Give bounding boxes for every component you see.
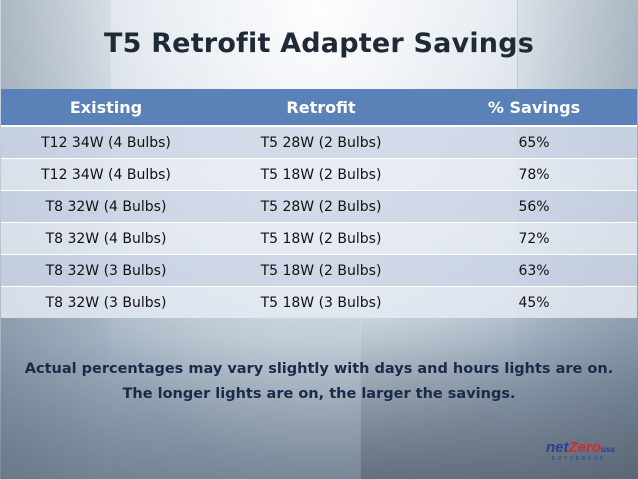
table-row: T8 32W (4 Bulbs) T5 18W (2 Bulbs) 72%	[1, 222, 637, 255]
cell-existing: T8 32W (3 Bulbs)	[1, 254, 211, 287]
column-header-savings: % Savings	[431, 89, 637, 127]
logo-part-net: net	[546, 439, 569, 456]
logo-part-zero: Zero	[568, 439, 602, 456]
cell-retrofit: T5 18W (3 Bulbs)	[211, 286, 431, 318]
logo-part-usa: usa	[601, 445, 615, 454]
cell-retrofit: T5 18W (2 Bulbs)	[211, 158, 431, 191]
logo-tagline: FOTVERSUP	[552, 456, 606, 462]
slide-title: T5 Retrofit Adapter Savings	[103, 28, 535, 59]
cell-retrofit: T5 18W (2 Bulbs)	[211, 222, 431, 255]
note-line-1: Actual percentages may vary slightly wit…	[24, 361, 614, 377]
table-row: T8 32W (3 Bulbs) T5 18W (3 Bulbs) 45%	[1, 286, 637, 318]
cell-savings: 63%	[431, 254, 637, 287]
background-ground-shade	[0, 340, 638, 479]
cell-existing: T8 32W (4 Bulbs)	[1, 190, 211, 223]
cell-savings: 56%	[431, 190, 637, 223]
cell-existing: T8 32W (3 Bulbs)	[1, 286, 211, 318]
cell-existing: T8 32W (4 Bulbs)	[1, 222, 211, 255]
cell-savings: 65%	[431, 125, 637, 159]
cell-savings: 72%	[431, 222, 637, 255]
note-line-2: The longer lights are on, the larger the…	[122, 386, 516, 402]
table-row: T12 34W (4 Bulbs) T5 28W (2 Bulbs) 65%	[1, 125, 637, 159]
background-building-bottom	[360, 320, 638, 479]
cell-savings: 78%	[431, 158, 637, 191]
savings-table: Existing Retrofit % Savings T12 34W (4 B…	[1, 89, 637, 318]
column-header-existing: Existing	[1, 89, 211, 127]
cell-savings: 45%	[431, 286, 637, 318]
cell-retrofit: T5 28W (2 Bulbs)	[211, 125, 431, 159]
column-header-retrofit: Retrofit	[211, 89, 431, 127]
table-row: T8 32W (4 Bulbs) T5 28W (2 Bulbs) 56%	[1, 190, 637, 223]
cell-existing: T12 34W (4 Bulbs)	[1, 158, 211, 191]
cell-retrofit: T5 28W (2 Bulbs)	[211, 190, 431, 223]
logo-wordmark: netZerousa	[546, 439, 615, 456]
table-row: T8 32W (3 Bulbs) T5 18W (2 Bulbs) 63%	[1, 254, 637, 287]
netzero-logo: netZerousa FOTVERSUP	[546, 439, 630, 465]
cell-retrofit: T5 18W (2 Bulbs)	[211, 254, 431, 287]
table-row: T12 34W (4 Bulbs) T5 18W (2 Bulbs) 78%	[1, 158, 637, 191]
cell-existing: T12 34W (4 Bulbs)	[1, 125, 211, 159]
savings-note: Actual percentages may vary slightly wit…	[0, 357, 638, 407]
table-header-row: Existing Retrofit % Savings	[1, 89, 637, 127]
